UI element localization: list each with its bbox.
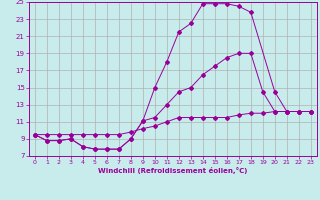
X-axis label: Windchill (Refroidissement éolien,°C): Windchill (Refroidissement éolien,°C): [98, 167, 247, 174]
